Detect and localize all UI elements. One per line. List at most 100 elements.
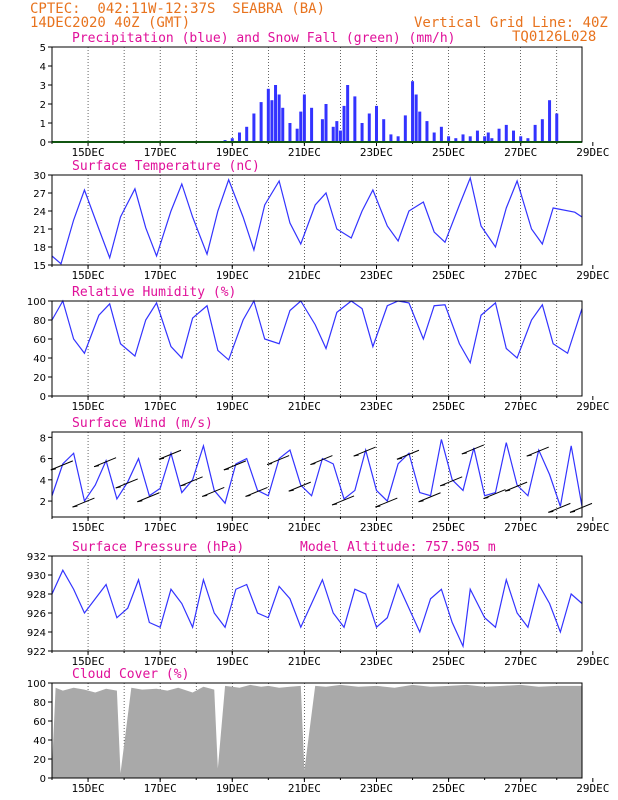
wind-arrow [50,460,74,471]
precip-bar [310,107,314,142]
x-tick-label: 29DEC [576,655,609,668]
wind-arrow [331,495,355,506]
x-tick-label: 19DEC [216,400,249,413]
x-tick-label: 25DEC [432,400,465,413]
panel-cloud: Cloud Cover (%) 0 20 40 60 80 100 15DEC 17DEC 19D… [27,667,609,795]
wind-arrow [569,502,593,513]
wind-arrow-head [223,468,229,471]
rh-line [51,299,583,365]
x-tick-label: 21DEC [288,655,321,668]
panel-title-wind: Surface Wind (m/s) [72,416,213,431]
precip-bar [497,128,501,142]
y-tick-label: 3 [40,81,46,92]
precip-bar [486,132,490,142]
y-tick-label: 930 [27,571,46,582]
y-tick-label: 60 [33,717,46,728]
y-tick-label: 8 [40,433,46,444]
y-tick-label: 0 [40,774,46,785]
precip-bar [468,136,472,142]
wind-arrow-head [418,500,424,503]
precip-bar [414,94,418,142]
precip-bar [335,121,339,142]
precip-bar [324,104,328,142]
x-tick-label: 19DEC [216,521,249,534]
y-tick-label: 20 [33,373,46,384]
precip-bar [403,115,407,142]
wind-arrow-head [158,457,165,460]
precip-bar [245,126,249,142]
x-tick-label: 25DEC [432,269,465,282]
panel-frame [51,431,583,518]
precip-bar [266,88,270,142]
precip-bar [439,126,443,142]
x-tick-label: 27DEC [504,521,537,534]
wind-arrow-head [202,494,208,497]
precip-bar [389,134,393,142]
x-tick-label: 19DEC [216,269,249,282]
precip-bar [548,100,552,142]
precip-bar [490,138,494,142]
wind-arrow-head [245,494,251,497]
wind-arrow-head [115,486,121,489]
precip-bar [237,132,241,142]
x-tick-label: 27DEC [504,146,537,159]
panel-frame [51,682,583,779]
wind-arrow-head [72,505,78,508]
header-station: CPTEC: 042:11W-12:37S SEABRA (BA) [30,1,326,17]
y-tick-label: 20 [33,755,46,766]
precip-bar [302,94,306,142]
wind-arrow [353,446,376,457]
panel-subtitle-pressure: Model Altitude: 757.505 m [300,540,496,555]
panel-title-rh: Relative Humidity (%) [72,285,236,300]
x-tick-label: 17DEC [144,521,177,534]
x-tick-label: 21DEC [288,521,321,534]
y-tick-label: 5 [40,43,46,54]
x-tick-label: 29DEC [576,146,609,159]
y-tick-label: 928 [27,590,46,601]
wind-arrow [288,481,311,492]
wind-arrow [115,478,138,489]
x-tick-label: 21DEC [288,782,321,795]
precip-bar [475,130,479,142]
x-tick-label: 27DEC [504,400,537,413]
wind-arrow [548,502,571,513]
x-tick-label: 25DEC [432,521,465,534]
x-tick-label: 29DEC [576,400,609,413]
wind-arrow-head [375,505,381,508]
x-tick-label: 23DEC [360,400,393,413]
wind-arrow [504,481,528,492]
temp-line [51,175,583,265]
y-tick-label: 932 [27,552,46,563]
x-tick-label: 15DEC [71,655,104,668]
x-tick-label: 19DEC [216,146,249,159]
wind-arrow [223,460,247,471]
panel-frame [51,174,583,266]
precip-bar [483,136,487,142]
wind-arrow-head [461,452,467,455]
wind-arrow [137,492,160,503]
precip-bar [432,132,436,142]
x-tick-label: 15DEC [71,269,104,282]
y-tick-label: 922 [27,647,46,658]
x-tick-label: 23DEC [360,146,393,159]
wind-arrow-head [310,463,316,466]
y-tick-label: 80 [33,698,46,709]
x-tick-label: 15DEC [71,146,104,159]
panel-title-cloud: Cloud Cover (%) [72,667,189,682]
y-tick-label: 15 [33,261,46,272]
x-tick-label: 17DEC [144,782,177,795]
precip-bar [374,105,378,142]
pressure-line [51,568,583,649]
x-tick-label: 17DEC [144,269,177,282]
precip-bar [367,113,371,142]
panel-title-temp: Surface Temperature (nC) [72,159,260,174]
y-tick-label: 40 [33,354,46,365]
precip-bar [511,130,515,142]
precip-bar [382,119,386,142]
x-tick-label: 25DEC [432,782,465,795]
y-tick-label: 24 [33,207,46,218]
y-tick-label: 100 [27,297,46,308]
x-tick-label: 19DEC [216,655,249,668]
precip-bar [555,113,559,142]
